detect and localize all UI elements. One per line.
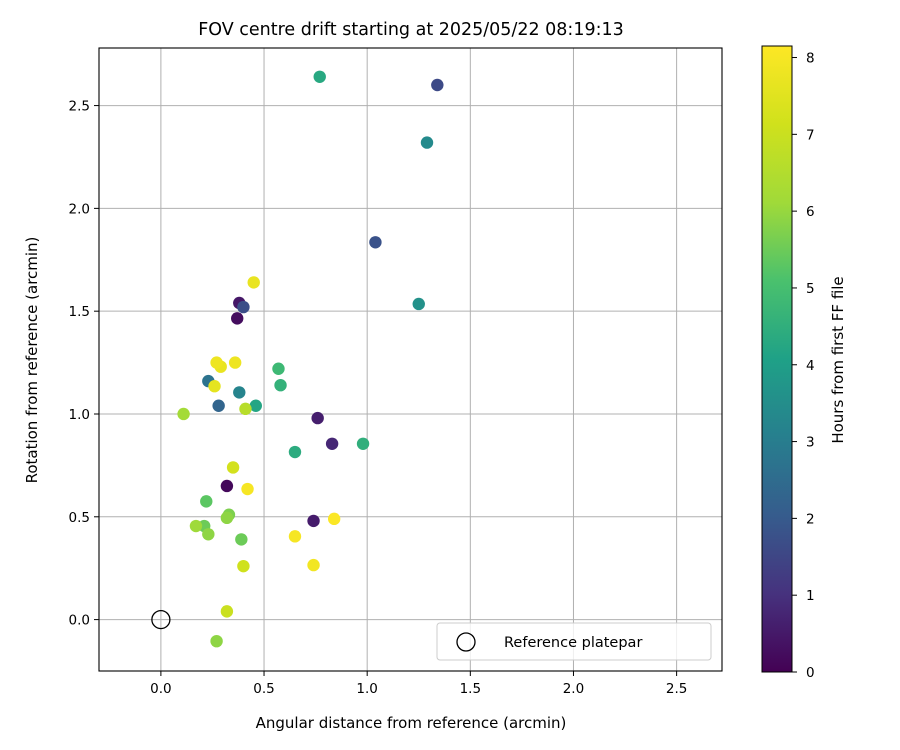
colorbar-tick-label: 0 [806, 665, 815, 681]
data-point [307, 558, 320, 572]
plot-area: 0.0 0.5 1.0 1.5 2.0 2.5 0.0 0.5 1.0 1.5 2.0 2.5 [69, 47, 723, 697]
y-axis-ticks: 0.0 0.5 1.0 1.5 2.0 2.5 [69, 99, 99, 629]
data-point [220, 511, 234, 525]
data-point [239, 402, 252, 416]
data-point [177, 407, 190, 421]
legend-entry-reference: Reference platepar [504, 635, 642, 651]
reference-marker-group [151, 609, 171, 630]
data-point [233, 386, 246, 399]
data-point [202, 528, 215, 541]
x-tick-label: 2.5 [666, 681, 687, 697]
data-point [369, 236, 382, 249]
data-point [210, 356, 223, 369]
data-point [307, 514, 320, 528]
data-point [288, 445, 302, 459]
x-tick-label: 1.5 [460, 681, 481, 697]
data-point [356, 437, 370, 451]
x-tick-label: 0.5 [253, 681, 274, 697]
reference-platepar-marker [151, 609, 171, 630]
colorbar-ticks: 0 1 2 3 4 5 6 7 8 [792, 51, 815, 681]
data-point [288, 530, 302, 543]
data-point [249, 399, 262, 412]
data-point [311, 411, 324, 425]
data-point [212, 399, 225, 412]
colorbar-tick-label: 1 [806, 588, 815, 604]
colorbar-tick-label: 5 [806, 281, 815, 297]
data-point [241, 482, 254, 496]
data-point [189, 519, 203, 533]
plot-background [99, 48, 722, 671]
y-tick-label: 0.5 [69, 510, 90, 526]
data-point [220, 605, 234, 618]
colorbar-label: Hours from first FF file [829, 276, 847, 443]
y-axis-label: Rotation from reference (arcmin) [23, 237, 41, 484]
y-tick-label: 0.0 [69, 613, 90, 629]
colorbar-tick-label: 8 [806, 51, 815, 67]
x-axis-label: Angular distance from reference (arcmin) [256, 714, 567, 732]
y-tick-label: 2.5 [69, 99, 90, 115]
plot-frame [98, 47, 723, 672]
data-point [237, 300, 250, 314]
chart-title: FOV centre drift starting at 2025/05/22 … [198, 20, 624, 40]
data-point [327, 512, 341, 526]
legend: Reference platepar [436, 622, 712, 661]
colorbar-tick-label: 7 [806, 127, 815, 143]
data-point [220, 479, 234, 493]
y-tick-label: 1.0 [69, 407, 90, 423]
colorbar-tick-label: 6 [806, 204, 815, 220]
colorbar-tick-label: 4 [806, 358, 815, 374]
data-point [208, 380, 221, 393]
data-point [228, 356, 242, 369]
legend-box [436, 622, 712, 661]
data-point [200, 495, 213, 508]
data-point [247, 276, 260, 289]
data-point [231, 312, 244, 325]
data-point [235, 533, 248, 546]
colorbar-tick-label: 3 [806, 435, 815, 451]
data-point [325, 437, 339, 451]
y-tick-label: 1.5 [69, 304, 90, 320]
data-point [420, 136, 434, 149]
x-axis-ticks: 0.0 0.5 1.0 1.5 2.0 2.5 [150, 671, 687, 697]
data-point [431, 78, 444, 92]
data-point [272, 362, 285, 375]
data-point [274, 379, 287, 392]
x-tick-label: 1.0 [356, 681, 377, 697]
x-tick-label: 0.0 [150, 681, 171, 697]
colorbar: 0 1 2 3 4 5 6 7 8 Hours from first FF file [761, 45, 847, 681]
legend-reference-marker [456, 632, 476, 652]
data-point [412, 297, 425, 311]
colorbar-gradient [761, 45, 793, 673]
data-point [210, 634, 223, 648]
data-point [313, 70, 326, 83]
colorbar-tick-label: 2 [806, 511, 815, 527]
data-points [177, 70, 444, 648]
grid-lines [99, 48, 722, 671]
data-point [237, 559, 250, 573]
data-point [226, 461, 240, 474]
x-tick-label: 2.0 [563, 681, 584, 697]
y-tick-label: 2.0 [69, 201, 90, 217]
